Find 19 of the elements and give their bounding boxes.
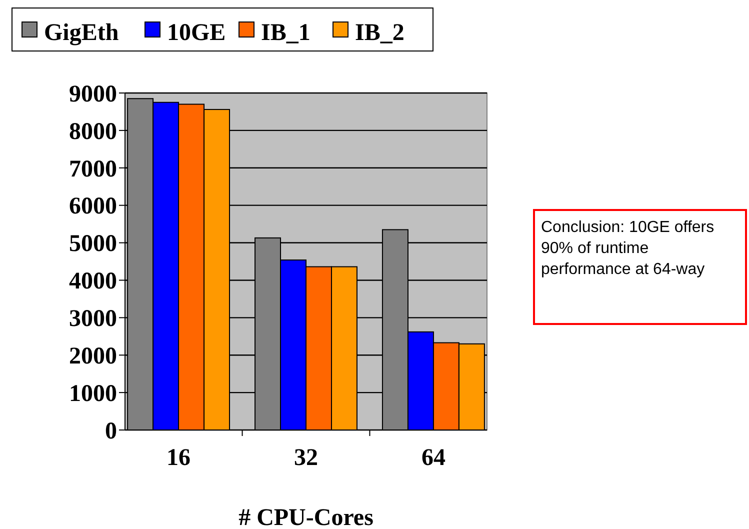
y-tick-label: 7000	[69, 156, 117, 182]
legend-label: IB_1	[261, 20, 310, 46]
legend-label: GigEth	[44, 20, 119, 46]
y-tick-label: 4000	[69, 268, 117, 295]
text: Conclusion: 10GE offers 90% of runtime performance at 64-way	[533, 209, 747, 325]
y-tick-label: 0	[105, 418, 117, 444]
x-axis-title: # CPU-Cores	[238, 505, 374, 529]
y-tick-label: 3000	[69, 306, 117, 332]
legend-label: 10GE	[167, 20, 226, 46]
y-tick-label: 5000	[69, 231, 117, 258]
x-tick-label: 16	[166, 445, 191, 471]
y-tick-label: 6000	[69, 194, 117, 220]
x-tick-label: 64	[421, 445, 446, 471]
y-tick-label: 8000	[69, 118, 117, 145]
legend-label: IB_2	[355, 20, 404, 46]
x-tick-label: 32	[294, 445, 318, 471]
y-tick-label: 1000	[69, 380, 117, 407]
y-tick-label: 9000	[69, 81, 117, 108]
y-tick-label: 2000	[69, 344, 117, 370]
